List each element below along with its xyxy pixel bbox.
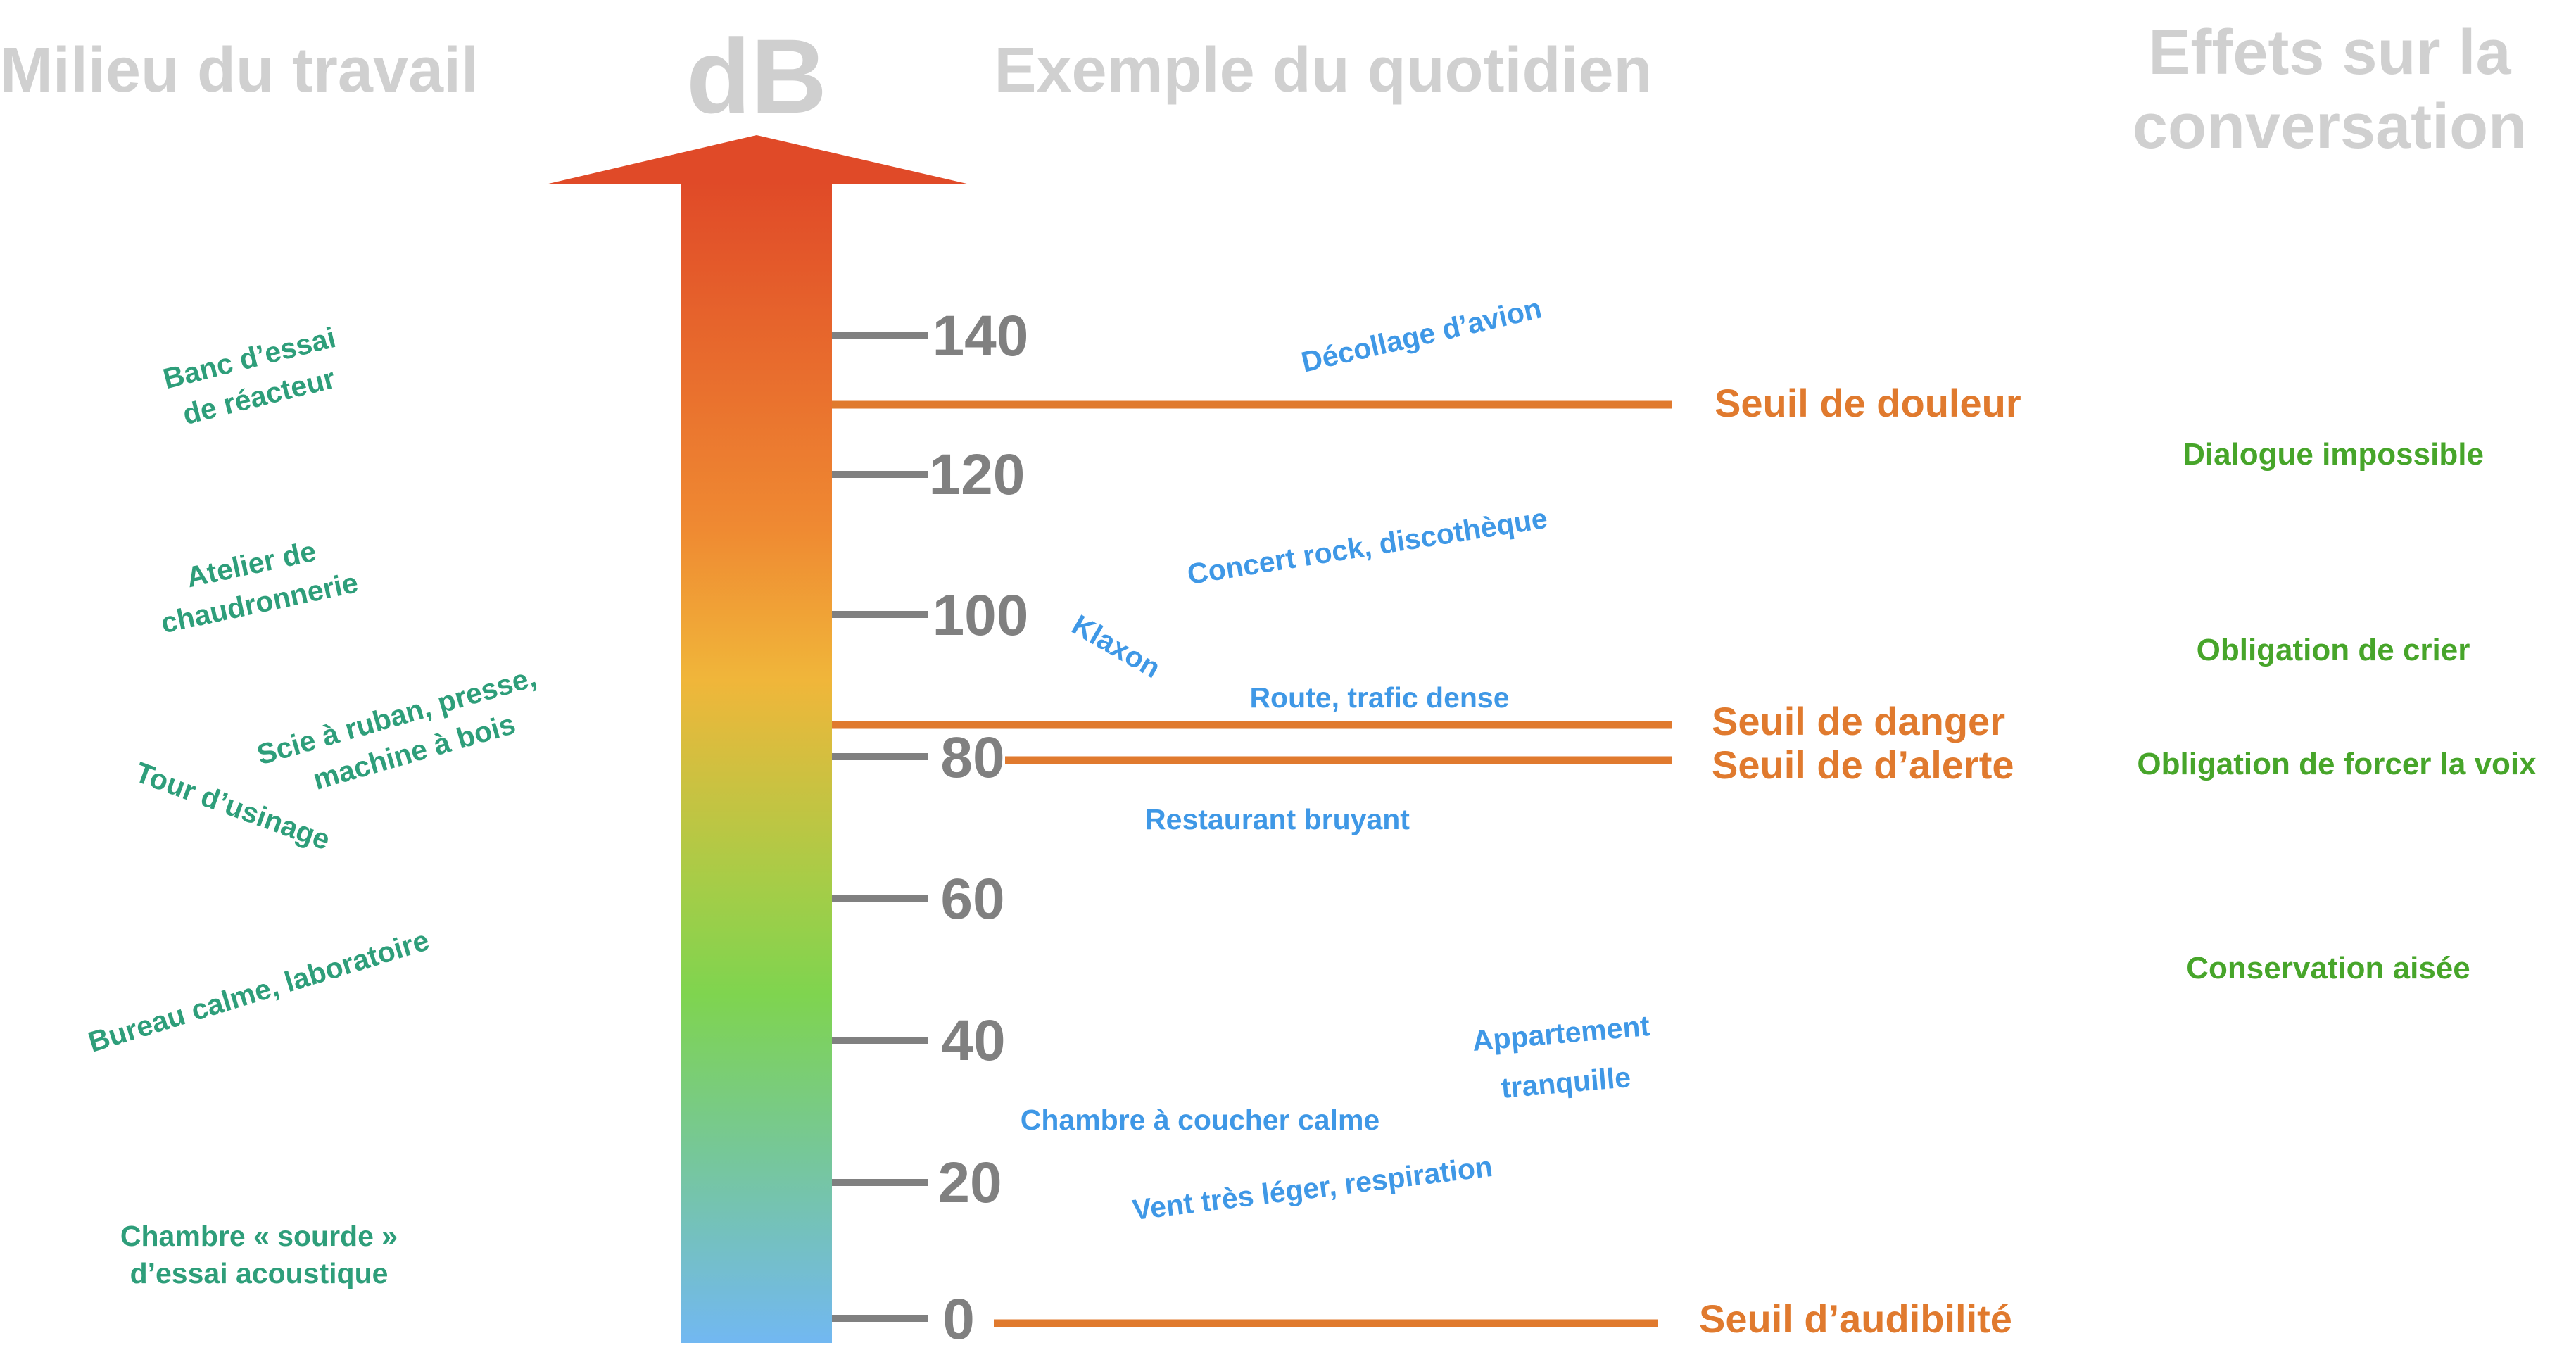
workplace-example: Atelier de chaudronnerie [158, 535, 361, 640]
threshold-label-pain: Seuil de douleur [1715, 381, 2021, 425]
effect-label: Conservation aisée [2186, 951, 2470, 985]
daily-example: Vent très léger, respiration [1130, 1150, 1494, 1226]
scale-arrow-head [545, 135, 970, 184]
effect-label: Obligation de forcer la voix [2137, 747, 2537, 781]
scale-tick-label-20: 20 [937, 1151, 1002, 1215]
scale-tick-label-120: 120 [929, 443, 1025, 507]
workplace-example: Tour d’usinage [131, 756, 334, 857]
workplace-example: Scie à ruban, presse, machine à bois [253, 660, 540, 796]
scale-tick-label-140: 140 [933, 304, 1029, 368]
scale-ticks: 0 20 40 60 80 100 120 140 [832, 304, 1028, 1350]
threshold-label-audibility: Seuil d’audibilité [1699, 1297, 2012, 1341]
svg-text:Tour d’usinage: Tour d’usinage [131, 756, 334, 857]
effect-label: Dialogue impossible [2183, 437, 2484, 472]
workplace-example: Chambre « sourde » d’essai acoustique [120, 1220, 398, 1289]
header-db-unit: dB [686, 17, 827, 135]
svg-text:Vent très léger, respiration: Vent très léger, respiration [1130, 1150, 1494, 1226]
effect-label: Obligation de crier [2197, 633, 2470, 667]
threshold-label-danger: Seuil de danger [1712, 699, 2005, 743]
scale-tick-label-0: 0 [942, 1287, 975, 1350]
daily-example: Restaurant bruyant [1145, 803, 1410, 835]
header-workplace: Milieu du travail [0, 35, 479, 106]
svg-text:tranquille: tranquille [1500, 1061, 1632, 1104]
scale-tick-label-40: 40 [941, 1009, 1005, 1073]
scale-tick-label-100: 100 [933, 583, 1029, 648]
svg-text:d’essai acoustique: d’essai acoustique [130, 1257, 389, 1289]
daily-example: Klaxon [1066, 608, 1166, 684]
workplace-example: Banc d’essai de réacteur [160, 321, 339, 431]
workplace-example: Bureau calme, laboratoire [84, 923, 433, 1058]
svg-text:Chambre « sourde »: Chambre « sourde » [120, 1220, 398, 1252]
daily-example: Concert rock, discothèque [1185, 502, 1550, 591]
header-effects-line2: conversation [2133, 92, 2527, 162]
threshold-label-alert: Seuil de d’alerte [1712, 743, 2014, 787]
daily-example: Route, trafic dense [1249, 681, 1509, 714]
daily-example: Appartement tranquille [1471, 1009, 1651, 1104]
svg-text:Appartement: Appartement [1471, 1009, 1651, 1057]
svg-text:Décollage d’avion: Décollage d’avion [1299, 291, 1545, 378]
scale-tick-label-60: 60 [940, 867, 1004, 931]
svg-text:Concert rock, discothèque: Concert rock, discothèque [1185, 502, 1550, 591]
header-daily-examples: Exemple du quotidien [994, 35, 1652, 106]
daily-example: Décollage d’avion [1299, 291, 1545, 378]
scale-tick-label-80: 80 [940, 726, 1004, 790]
header-effects-line1: Effets sur la [2148, 18, 2511, 88]
daily-example: Chambre à coucher calme [1021, 1104, 1379, 1136]
scale-arrow-shaft [681, 182, 832, 1343]
svg-text:Bureau calme, laboratoire: Bureau calme, laboratoire [84, 923, 433, 1058]
svg-text:Klaxon: Klaxon [1066, 608, 1166, 684]
